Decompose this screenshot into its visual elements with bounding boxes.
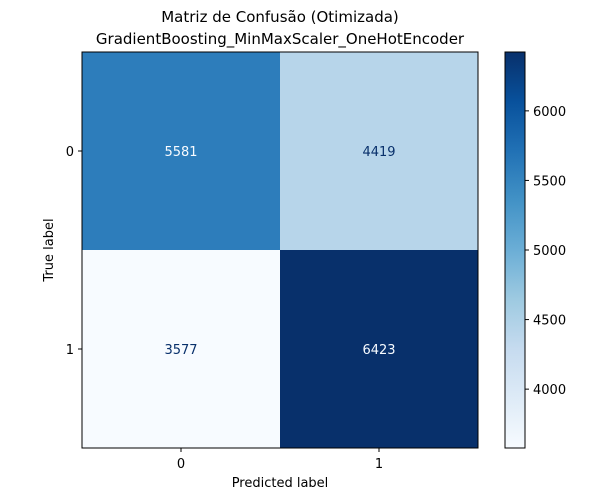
matrix-cell-labels: 5581 4419 3577 6423 — [164, 145, 395, 358]
x-tick-label: 1 — [375, 457, 383, 472]
colorbar-tick-label: 4000 — [533, 383, 566, 398]
y-tick-label: 0 — [66, 145, 74, 160]
y-axis-label: True label — [42, 218, 57, 282]
cell-value-label: 5581 — [164, 145, 197, 160]
y-tick-label: 1 — [66, 343, 74, 358]
x-axis-label: Predicted label — [232, 476, 329, 491]
cell-value-label: 4419 — [362, 145, 395, 160]
cell-value-label: 3577 — [164, 343, 197, 358]
matrix-cell-1-0 — [82, 250, 280, 448]
plot-frame — [81, 51, 479, 449]
x-tick-label: 0 — [177, 457, 185, 472]
colorbar-tick-label: 5000 — [533, 244, 566, 259]
colorbar-ticks: 4000 4500 5000 5500 6000 — [525, 105, 566, 398]
colorbar-tick-label: 5500 — [533, 174, 566, 189]
matrix-cell-0-0 — [82, 52, 280, 250]
colorbar — [504, 51, 526, 449]
colorbar-tick-label: 6000 — [533, 105, 566, 120]
colorbar-tick-label: 4500 — [533, 314, 566, 329]
y-axis-ticks: 01 — [66, 145, 82, 358]
matrix-cell-0-1 — [280, 52, 478, 250]
chart-subtitle: GradientBoosting_MinMaxScaler_OneHotEnco… — [96, 30, 465, 49]
matrix-cells — [82, 52, 478, 448]
chart-title: Matriz de Confusão (Otimizada) — [161, 8, 399, 26]
cell-value-label: 6423 — [362, 343, 395, 358]
matrix-cell-1-1 — [280, 250, 478, 448]
